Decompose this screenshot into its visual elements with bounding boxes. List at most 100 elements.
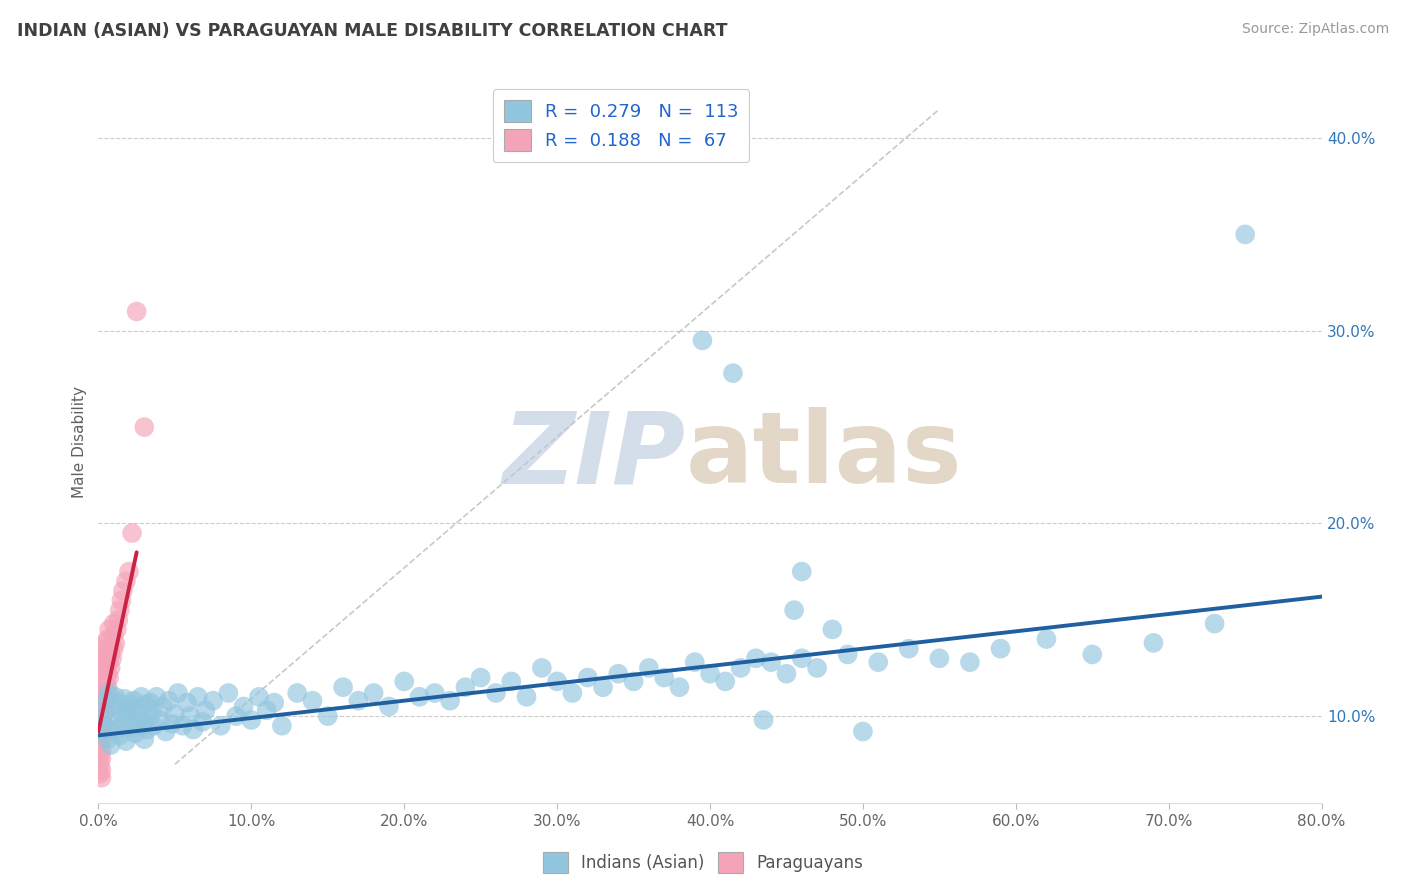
Point: [806, 661, 828, 675]
Point: [134, 732, 156, 747]
Point: [454, 680, 477, 694]
Point: [127, 714, 149, 729]
Point: [145, 690, 167, 704]
Point: [108, 728, 131, 742]
Point: [94, 694, 117, 708]
Text: Source: ZipAtlas.com: Source: ZipAtlas.com: [1241, 22, 1389, 37]
Point: [90, 648, 112, 662]
Point: [576, 671, 599, 685]
Point: [117, 703, 139, 717]
Point: [187, 690, 209, 704]
Point: [699, 666, 721, 681]
Point: [91, 724, 114, 739]
Point: [959, 655, 981, 669]
Point: [138, 711, 160, 725]
Point: [501, 674, 523, 689]
Point: [90, 744, 112, 758]
Point: [90, 686, 112, 700]
Point: [98, 623, 121, 637]
Point: [157, 694, 180, 708]
Point: [423, 686, 446, 700]
Point: [316, 709, 339, 723]
Point: [93, 719, 115, 733]
Point: [90, 751, 112, 765]
Point: [93, 705, 115, 719]
Point: [378, 699, 401, 714]
Point: [821, 623, 844, 637]
Point: [90, 724, 112, 739]
Point: [332, 680, 354, 694]
Point: [897, 641, 920, 656]
Point: [752, 713, 775, 727]
Point: [91, 690, 114, 704]
Point: [103, 641, 125, 656]
Point: [93, 666, 115, 681]
Point: [89, 671, 111, 685]
Point: [100, 738, 122, 752]
Point: [93, 694, 115, 708]
Point: [775, 666, 797, 681]
Point: [89, 690, 111, 704]
Point: [91, 709, 114, 723]
Point: [134, 420, 156, 434]
Point: [142, 719, 165, 733]
Point: [89, 767, 111, 781]
Point: [89, 699, 111, 714]
Point: [730, 661, 752, 675]
Point: [990, 641, 1012, 656]
Point: [118, 711, 141, 725]
Y-axis label: Male Disability: Male Disability: [72, 385, 87, 498]
Point: [111, 716, 134, 731]
Point: [91, 713, 114, 727]
Point: [91, 651, 114, 665]
Point: [124, 726, 146, 740]
Point: [270, 719, 292, 733]
Point: [439, 694, 461, 708]
Point: [692, 334, 714, 348]
Point: [121, 526, 143, 541]
Point: [125, 701, 148, 715]
Point: [1204, 616, 1226, 631]
Point: [837, 648, 859, 662]
Point: [783, 603, 806, 617]
Point: [408, 690, 430, 704]
Point: [179, 709, 201, 723]
Point: [111, 583, 134, 598]
Point: [103, 628, 125, 642]
Point: [120, 698, 142, 712]
Point: [181, 723, 204, 737]
Point: [263, 696, 285, 710]
Point: [163, 707, 186, 722]
Point: [101, 699, 124, 714]
Point: [105, 623, 128, 637]
Point: [90, 771, 112, 785]
Legend: Indians (Asian), Paraguayans: Indians (Asian), Paraguayans: [536, 846, 870, 880]
Point: [104, 690, 127, 704]
Point: [1142, 636, 1164, 650]
Point: [240, 713, 263, 727]
Point: [115, 574, 138, 589]
Point: [217, 686, 239, 700]
Point: [90, 719, 112, 733]
Point: [97, 680, 120, 694]
Point: [1234, 227, 1257, 242]
Point: [110, 705, 132, 719]
Point: [652, 671, 675, 685]
Point: [129, 690, 152, 704]
Point: [852, 724, 875, 739]
Point: [928, 651, 950, 665]
Point: [790, 651, 813, 665]
Legend: R =  0.279   N =  113, R =  0.188   N =  67: R = 0.279 N = 113, R = 0.188 N = 67: [492, 89, 749, 162]
Point: [91, 680, 114, 694]
Point: [247, 690, 270, 704]
Point: [209, 719, 232, 733]
Point: [89, 680, 111, 694]
Point: [101, 651, 124, 665]
Point: [132, 719, 155, 733]
Point: [100, 648, 122, 662]
Point: [110, 593, 132, 607]
Point: [108, 603, 131, 617]
Point: [97, 666, 120, 681]
Point: [103, 616, 125, 631]
Point: [176, 696, 198, 710]
